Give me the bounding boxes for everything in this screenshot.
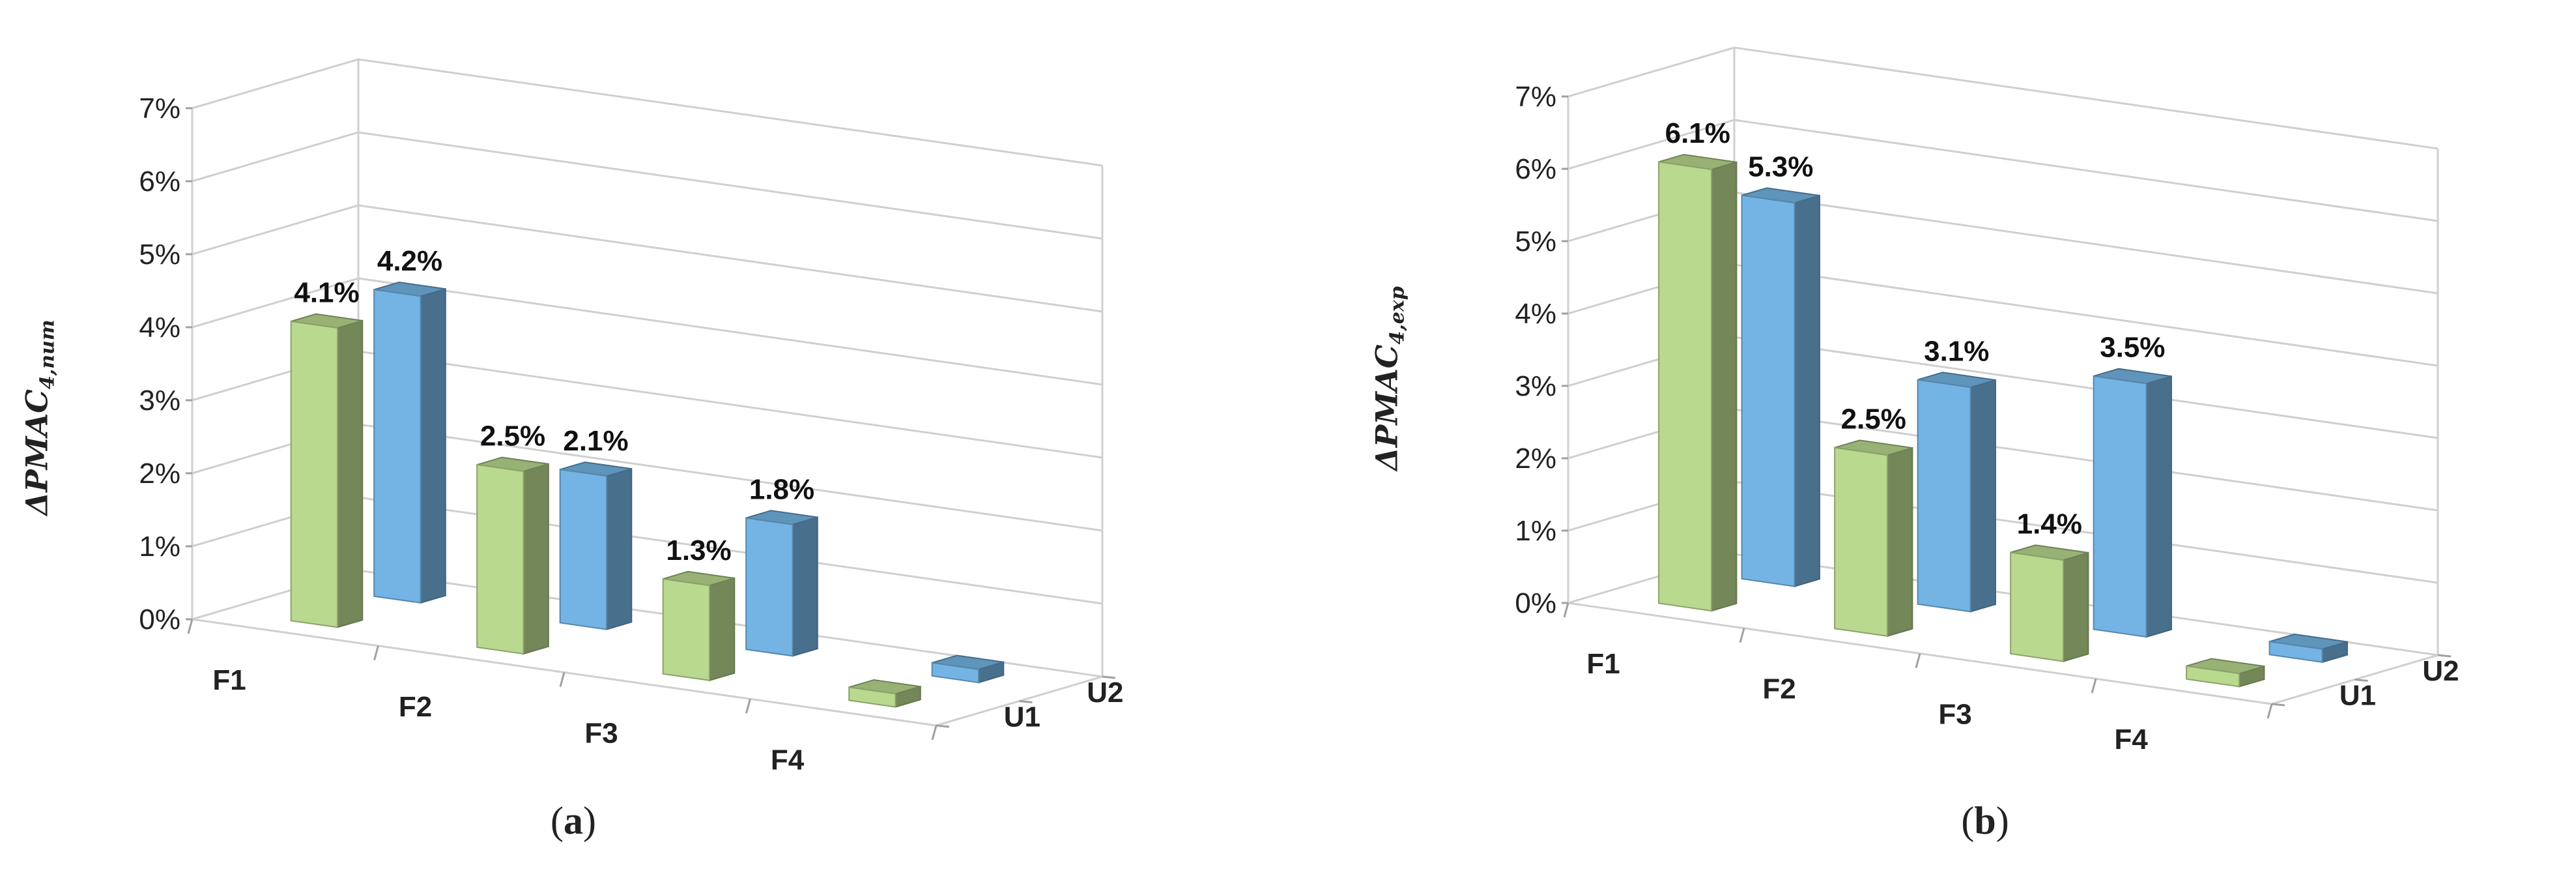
- depth-label-u1: U1: [1004, 701, 1040, 733]
- data-label-u2-f3: 1.8%: [749, 473, 814, 505]
- category-tick: [2091, 678, 2097, 694]
- data-label-u1-f3: 1.3%: [666, 535, 731, 566]
- y-tick-label: 5%: [1515, 226, 1556, 257]
- chart-b-canvas: 0% 1% 2% 3% 4% 5% 6% 7% F1 F2 F3 F4 U1 U2 5.3% 3.1% 3.5%…: [1515, 46, 2459, 755]
- depth-label-u2: U2: [2422, 655, 2459, 687]
- data-label-u1-f2: 2.5%: [480, 420, 545, 452]
- category-tick: [931, 725, 937, 741]
- y-tick-label: 7%: [1515, 81, 1556, 113]
- data-label-u2-f2: 2.1%: [563, 425, 628, 457]
- data-label-u1-f3: 1.4%: [2017, 508, 2082, 540]
- depth-tick: [2437, 654, 2452, 658]
- y-tick-label: 3%: [139, 385, 180, 417]
- bar-u2-f1: [1741, 187, 1820, 587]
- y-tick-label: 1%: [139, 531, 180, 563]
- category-tick: [373, 645, 379, 661]
- y-tick-label: 3%: [1515, 370, 1556, 402]
- y-tick-label: 0%: [139, 604, 180, 636]
- chart-a-gridline: [192, 131, 1103, 240]
- chart-a-canvas: 0% 1% 2% 3% 4% 5% 6% 7% F1 F2 F3 F4 U1 U2 4.2% 2.1% 1.8%…: [139, 58, 1124, 776]
- bar-u1-f2: [476, 456, 549, 655]
- data-label-u2-f1: 4.2%: [377, 245, 442, 277]
- chart-panel-a: 0% 1% 2% 3% 4% 5% 6% 7% F1 F2 F3 F4 U1 U2 4.2% 2.1% 1.8%…: [19, 58, 1124, 842]
- category-tick: [559, 672, 565, 687]
- category-tick: [187, 619, 193, 634]
- y-tick-label: 0%: [1515, 587, 1556, 619]
- bar-u1-f3: [2010, 544, 2089, 662]
- bar-u2-f1: [373, 281, 446, 604]
- bar-u1-f4: [848, 679, 921, 708]
- depth-tick: [1102, 675, 1116, 679]
- category-label-f4: F4: [2114, 724, 2148, 755]
- depth-tick: [936, 724, 950, 728]
- depth-tick: [2354, 679, 2368, 682]
- category-label-f3: F3: [1938, 698, 1971, 730]
- category-label-f1: F1: [212, 664, 246, 696]
- category-label-f1: F1: [1586, 648, 1620, 680]
- category-label-f3: F3: [584, 718, 618, 750]
- data-label-u1-f2: 2.5%: [1841, 403, 1906, 435]
- y-tick-label: 4%: [1515, 298, 1556, 330]
- bar-u2-f2: [1917, 372, 1996, 613]
- category-label-f2: F2: [1762, 673, 1796, 705]
- data-label-u1-f1: 4.1%: [294, 277, 359, 309]
- category-tick: [2267, 703, 2273, 719]
- chart-a-gridline: [192, 58, 1103, 167]
- data-label-u2-f3: 3.5%: [2100, 332, 2165, 364]
- category-tick: [1915, 653, 1921, 668]
- bar-u1-f3: [662, 570, 736, 682]
- bar-u1-f1: [290, 313, 364, 628]
- category-tick: [745, 698, 751, 714]
- data-label-u1-f1: 6.1%: [1665, 117, 1730, 149]
- chart-b-y-axis-title: ΔPMAC4,exp: [1369, 286, 1409, 471]
- y-tick-label: 2%: [139, 458, 180, 490]
- chart-panel-b: 0% 1% 2% 3% 4% 5% 6% 7% F1 F2 F3 F4 U1 U2 5.3% 3.1% 3.5%…: [1288, 0, 2576, 880]
- bar-u2-f4: [2268, 633, 2348, 664]
- y-tick-label: 5%: [139, 239, 180, 271]
- data-label-u2-f1: 5.3%: [1748, 151, 1813, 183]
- bar-u1-f4: [2186, 658, 2265, 688]
- y-tick-label: 4%: [139, 312, 180, 344]
- category-tick: [1563, 602, 1569, 618]
- y-tick-label: 1%: [1515, 515, 1556, 547]
- bar-u2-f3: [2093, 368, 2172, 638]
- depth-tick: [2271, 703, 2285, 707]
- y-tick-label: 2%: [1515, 443, 1556, 475]
- depth-label-u2: U2: [1087, 677, 1123, 709]
- category-label-f4: F4: [771, 744, 805, 776]
- y-tick-label: 6%: [139, 166, 180, 198]
- bar-u2-f2: [559, 461, 633, 630]
- y-tick-label: 7%: [139, 93, 180, 125]
- category-label-f2: F2: [399, 691, 432, 723]
- bar-u1-f2: [1834, 439, 1913, 638]
- chart-a-caption: (a): [551, 799, 596, 842]
- bar-u1-f1: [1658, 154, 1738, 612]
- depth-label-u1: U1: [2340, 679, 2376, 711]
- chart-b-caption: (b): [1961, 799, 2009, 842]
- category-tick: [1739, 628, 1745, 643]
- bar-u2-f3: [745, 510, 818, 657]
- data-label-u2-f2: 3.1%: [1924, 335, 1989, 367]
- y-tick-label: 6%: [1515, 153, 1556, 185]
- depth-tick: [1019, 700, 1033, 703]
- chart-a-y-axis-title: ΔPMAC4,num: [19, 319, 59, 516]
- bar-u2-f4: [931, 654, 1005, 684]
